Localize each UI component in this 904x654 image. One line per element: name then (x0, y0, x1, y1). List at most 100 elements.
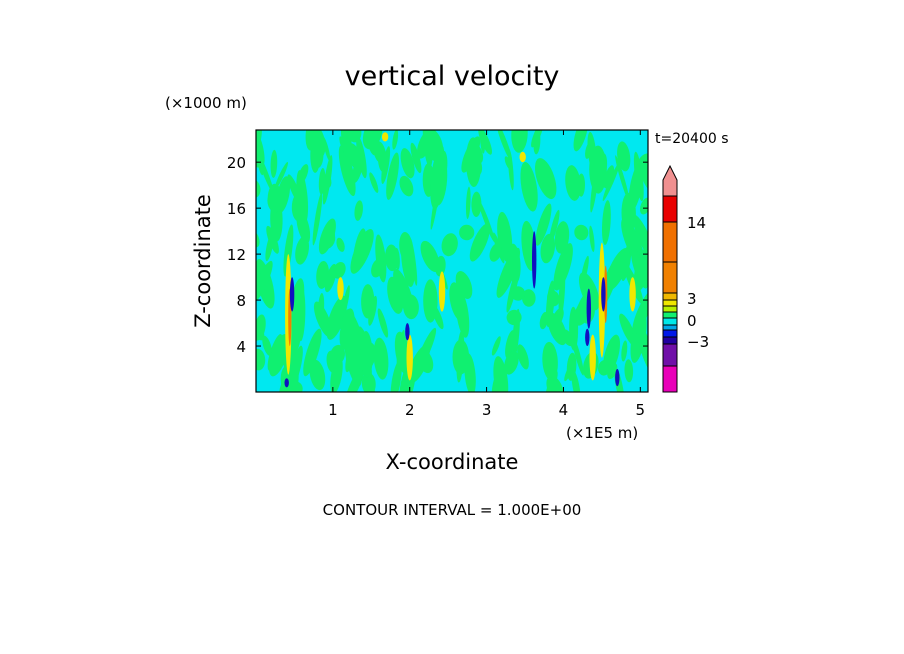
field-band (377, 308, 389, 338)
field-band (361, 284, 375, 319)
colorbar-label: −3 (687, 333, 709, 351)
field-band (350, 229, 374, 274)
field-band (295, 236, 310, 265)
field-band (469, 223, 490, 262)
feature-updraft (519, 151, 526, 163)
field-band (305, 130, 318, 151)
y-tick-label: 4 (236, 338, 246, 356)
field-band (369, 172, 379, 193)
field-band (424, 130, 444, 162)
y-tick-label: 16 (227, 200, 246, 218)
feature-updraft-core (604, 265, 608, 323)
colorbar-label: 0 (687, 312, 697, 330)
field-band (274, 161, 289, 190)
field-band (399, 175, 414, 197)
field-band (291, 192, 307, 222)
y-tick-label: 20 (227, 154, 246, 172)
field-band (336, 237, 345, 252)
field-band (546, 377, 559, 392)
field-band (496, 130, 512, 162)
field-band (478, 199, 495, 243)
feature-downdraft (405, 323, 410, 341)
field-band (565, 165, 581, 201)
field-band (601, 200, 611, 246)
field-band (512, 308, 520, 360)
field-band (533, 130, 541, 155)
colorbar-band (662, 261, 678, 294)
colorbar-band (662, 195, 678, 223)
feature-downdraft (601, 277, 606, 312)
feature-updraft (438, 271, 446, 312)
field-band (605, 248, 630, 291)
x-tick-label: 1 (328, 401, 338, 419)
field-band (455, 271, 473, 299)
y-axis-ticks: 4 8 12 16 20 (227, 154, 648, 356)
field-band (339, 308, 355, 350)
feature-downdraft (532, 231, 537, 289)
field-band (373, 337, 389, 380)
field-band (420, 240, 440, 272)
field-band (432, 304, 444, 330)
field-band (507, 243, 521, 284)
field-band (571, 370, 581, 392)
field-band (400, 148, 415, 179)
field-band (493, 232, 505, 264)
colorbar-band (662, 305, 678, 313)
field-band (256, 131, 261, 168)
plot-frame (255, 129, 649, 393)
field-band (283, 224, 294, 277)
field-band (360, 331, 373, 378)
feature-downdraft (289, 277, 295, 312)
y-unit-label: (×1000 m) (165, 94, 247, 112)
colorbar-label: 3 (687, 290, 697, 308)
field-band (256, 260, 273, 303)
field-band (354, 200, 363, 221)
feature-updraft (381, 132, 389, 142)
field-band (521, 289, 536, 307)
field-band (417, 349, 434, 374)
field-band (386, 152, 400, 200)
field-band (290, 345, 303, 387)
field-band (511, 286, 526, 301)
field-band (266, 225, 279, 254)
field-band (256, 314, 266, 341)
field-band (517, 344, 529, 370)
field-band (268, 334, 290, 377)
field-band (384, 244, 399, 272)
y-tick-label: 12 (227, 246, 246, 264)
field-band (288, 278, 305, 331)
field-band (511, 130, 528, 153)
field-band (520, 162, 538, 212)
field-band (602, 162, 620, 202)
field-band (441, 233, 458, 257)
field-band (577, 173, 586, 197)
field-band (326, 350, 338, 373)
field-band (371, 258, 385, 278)
field-band (564, 363, 573, 382)
field-band (401, 234, 415, 288)
colorbar-band (662, 365, 678, 393)
colorbar-band (662, 221, 678, 263)
field-band (636, 323, 648, 375)
field-band (573, 130, 589, 152)
x-tick-label: 5 (636, 401, 646, 419)
colorbar-label: 14 (687, 214, 706, 232)
feature-updraft (629, 277, 636, 312)
field-band (603, 334, 621, 375)
y-tick-label: 8 (236, 292, 246, 310)
field-band (617, 141, 631, 172)
feature-downdraft (585, 328, 590, 346)
field-band (624, 359, 634, 383)
feature-downdraft (615, 369, 620, 387)
field-band (574, 224, 589, 241)
field-band (347, 354, 362, 387)
field-band (465, 186, 471, 219)
field-band (298, 164, 309, 184)
x-axis-ticks: 1 2 3 4 5 (328, 130, 645, 419)
x-unit-label: (×1E5 m) (566, 424, 638, 442)
colorbar-band (662, 336, 678, 345)
field-band (467, 154, 483, 177)
velocity-field (256, 130, 648, 392)
field-band (324, 263, 337, 293)
feature-downdraft (586, 288, 591, 329)
